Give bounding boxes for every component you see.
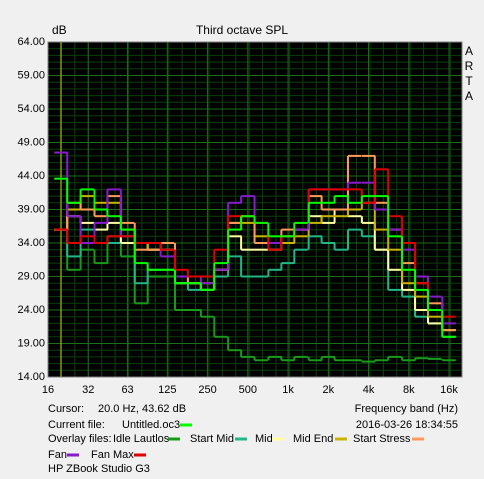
legend-label: Fan Max bbox=[91, 449, 134, 461]
legend-label: Idle Lautlos bbox=[113, 433, 170, 445]
legend-label: Mid bbox=[255, 433, 273, 445]
y-tick-label: 39.00 bbox=[17, 203, 45, 215]
y-tick-label: 64.00 bbox=[17, 36, 45, 48]
legend-label: Start Mid bbox=[190, 433, 234, 445]
x-tick-label: 63 bbox=[121, 384, 133, 396]
y-tick-label: 49.00 bbox=[17, 136, 45, 148]
y-tick-label: 34.00 bbox=[17, 237, 45, 249]
current-file-label: Current file: bbox=[48, 419, 105, 431]
x-tick-label: 2k bbox=[323, 384, 335, 396]
y-tick-label: 19.00 bbox=[17, 337, 45, 349]
overlay-files-label: Overlay files: bbox=[48, 433, 112, 445]
x-tick-label: 8k bbox=[403, 384, 415, 396]
x-tick-label: 4k bbox=[363, 384, 375, 396]
x-tick-label: 32 bbox=[82, 384, 94, 396]
plot-frame bbox=[47, 41, 463, 378]
x-tick-label: 250 bbox=[198, 384, 216, 396]
chart-title: Third octave SPL bbox=[196, 23, 288, 37]
y-tick-label: 59.00 bbox=[17, 69, 45, 81]
y-tick-label: 29.00 bbox=[17, 270, 45, 282]
x-tick-label: 16 bbox=[42, 384, 54, 396]
y-tick-label: 54.00 bbox=[17, 103, 45, 115]
x-tick-label: 16k bbox=[440, 384, 458, 396]
legend-label: Mid End bbox=[293, 433, 333, 445]
y-axis-label: dB bbox=[52, 23, 67, 37]
device-name: HP ZBook Studio G3 bbox=[48, 463, 150, 475]
y-tick-label: 24.00 bbox=[17, 304, 45, 316]
x-axis-label: Frequency band (Hz) bbox=[355, 403, 458, 415]
x-tick-label: 500 bbox=[239, 384, 257, 396]
x-tick-label: 125 bbox=[158, 384, 176, 396]
cursor-value: 20.0 Hz, 43.62 dB bbox=[98, 403, 186, 415]
brand: ARTA bbox=[464, 44, 474, 103]
x-tick-label: 1k bbox=[282, 384, 294, 396]
y-tick-label: 44.00 bbox=[17, 170, 45, 182]
legend-label: Start Stress bbox=[353, 433, 411, 445]
legend-label: Untitled.oc3 bbox=[122, 419, 180, 431]
timestamp: 2016-03-26 18:34:55 bbox=[356, 419, 458, 431]
y-tick-label: 14.00 bbox=[17, 371, 45, 383]
legend-label: Fan bbox=[48, 449, 67, 461]
cursor-label: Cursor: bbox=[48, 403, 84, 415]
